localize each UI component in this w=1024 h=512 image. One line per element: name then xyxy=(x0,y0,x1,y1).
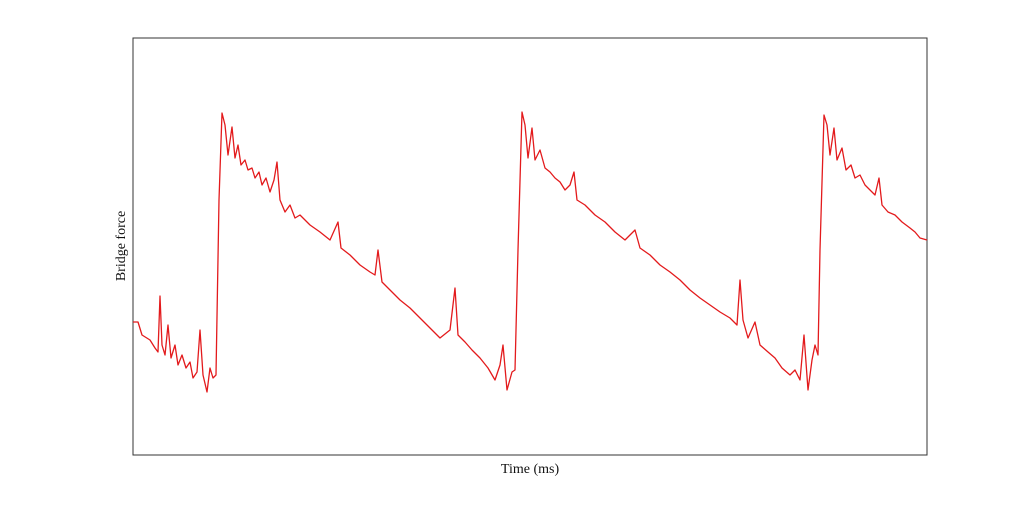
data-line xyxy=(133,111,928,393)
plot-frame xyxy=(132,37,928,456)
x-axis-label: Time (ms) xyxy=(501,462,560,477)
y-axis-label: Bridge force xyxy=(114,211,129,281)
